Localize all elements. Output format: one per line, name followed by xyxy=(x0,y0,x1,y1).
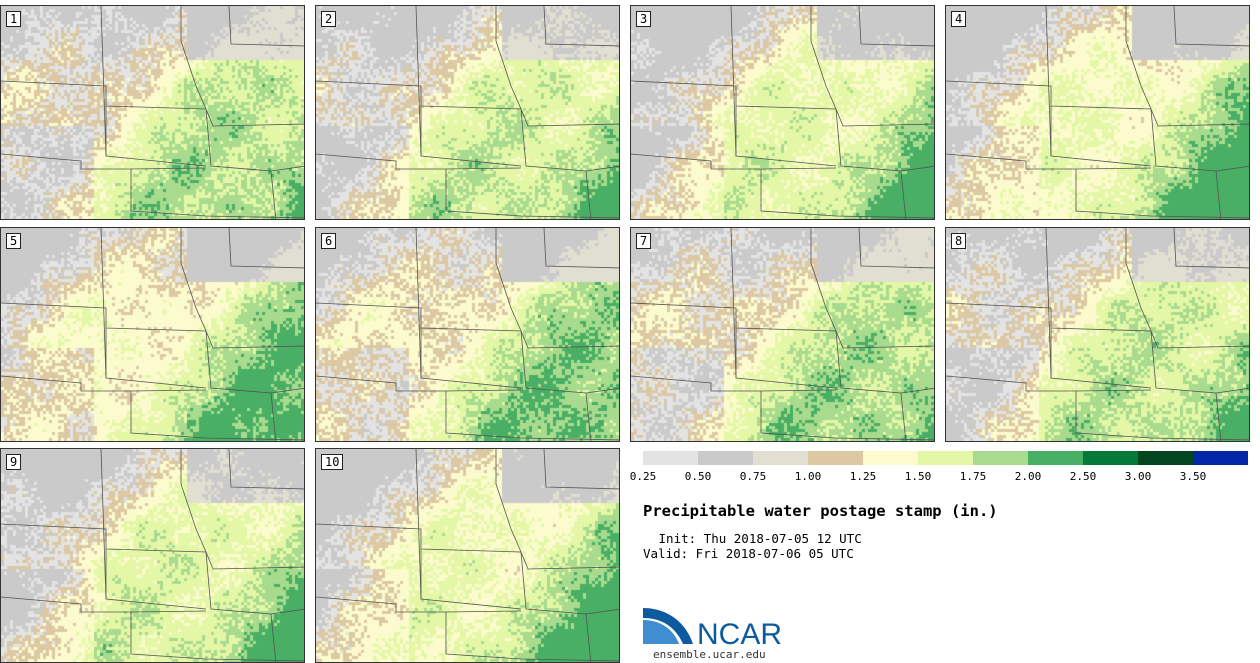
ncar-logo-text: NCAR xyxy=(697,618,782,648)
ensemble-member-map-6: 6 xyxy=(315,227,620,442)
ensemble-member-map-3: 3 xyxy=(630,5,935,220)
colorbar-bin-9 xyxy=(1138,451,1193,465)
member-label: 3 xyxy=(636,11,652,27)
member-label: 6 xyxy=(321,233,337,249)
colorbar-bin-8 xyxy=(1083,451,1138,465)
member-label: 4 xyxy=(951,11,967,27)
member-label: 10 xyxy=(321,454,344,470)
member-label: 2 xyxy=(321,11,337,27)
ensemble-member-map-1: 1 xyxy=(0,5,305,220)
colorbar-bin-1 xyxy=(698,451,753,465)
colorbar-tick-label: 1.50 xyxy=(904,470,932,483)
precipitable-water-field xyxy=(946,228,1249,441)
ensemble-member-map-4: 4 xyxy=(945,5,1250,220)
valid-time: Valid: Fri 2018-07-06 05 UTC xyxy=(643,546,854,561)
ensemble-member-map-9: 9 xyxy=(0,448,305,663)
precipitable-water-field xyxy=(316,449,619,662)
precipitable-water-field xyxy=(1,449,304,662)
precipitable-water-field xyxy=(946,6,1249,219)
colorbar-tick-label: 2.50 xyxy=(1069,470,1097,483)
colorbar-tick-labels: 0.25 0.50 0.75 1.00 1.25 1.50 1.75 2.00 2.50 3.00… xyxy=(630,470,1250,484)
colorbar-tick-label: 2.00 xyxy=(1014,470,1042,483)
colorbar-tick-label: 1.00 xyxy=(794,470,822,483)
colorbar-tick-label: 0.25 xyxy=(629,470,657,483)
colorbar-bin-2 xyxy=(753,451,808,465)
colorbar-bin-3 xyxy=(808,451,863,465)
colorbar-tick-label: 0.50 xyxy=(684,470,712,483)
member-label: 7 xyxy=(636,233,652,249)
colorbar-tick-label: 3.00 xyxy=(1124,470,1152,483)
colorbar-bin-7 xyxy=(1028,451,1083,465)
precipitable-water-field xyxy=(316,6,619,219)
ensemble-member-map-7: 7 xyxy=(630,227,935,442)
ensemble-member-map-10: 10 xyxy=(315,448,620,663)
precipitable-water-field xyxy=(631,6,934,219)
ensemble-member-map-2: 2 xyxy=(315,5,620,220)
precipitable-water-field xyxy=(1,6,304,219)
ncar-logo: NCAR xyxy=(643,608,782,648)
precipitable-water-field xyxy=(1,228,304,441)
colorbar-bin-6 xyxy=(973,451,1028,465)
figure-title: Precipitable water postage stamp (in.) xyxy=(643,502,998,520)
init-time: Init: Thu 2018-07-05 12 UTC xyxy=(651,531,862,546)
colorbar-tick-label: 3.50 xyxy=(1179,470,1207,483)
logo-url: ensemble.ucar.edu xyxy=(653,648,766,661)
colorbar xyxy=(643,451,1248,465)
member-label: 1 xyxy=(6,11,22,27)
ensemble-member-map-5: 5 xyxy=(0,227,305,442)
colorbar-bin-5 xyxy=(918,451,973,465)
ensemble-member-map-8: 8 xyxy=(945,227,1250,442)
precipitable-water-field xyxy=(631,228,934,441)
member-label: 8 xyxy=(951,233,967,249)
colorbar-bin-4 xyxy=(863,451,918,465)
colorbar-tick-label: 1.25 xyxy=(849,470,877,483)
colorbar-tick-label: 1.75 xyxy=(959,470,987,483)
colorbar-bin-0 xyxy=(643,451,698,465)
colorbar-bin-10 xyxy=(1193,451,1248,465)
member-label: 5 xyxy=(6,233,22,249)
precipitable-water-field xyxy=(316,228,619,441)
member-label: 9 xyxy=(6,454,22,470)
colorbar-tick-label: 0.75 xyxy=(739,470,767,483)
